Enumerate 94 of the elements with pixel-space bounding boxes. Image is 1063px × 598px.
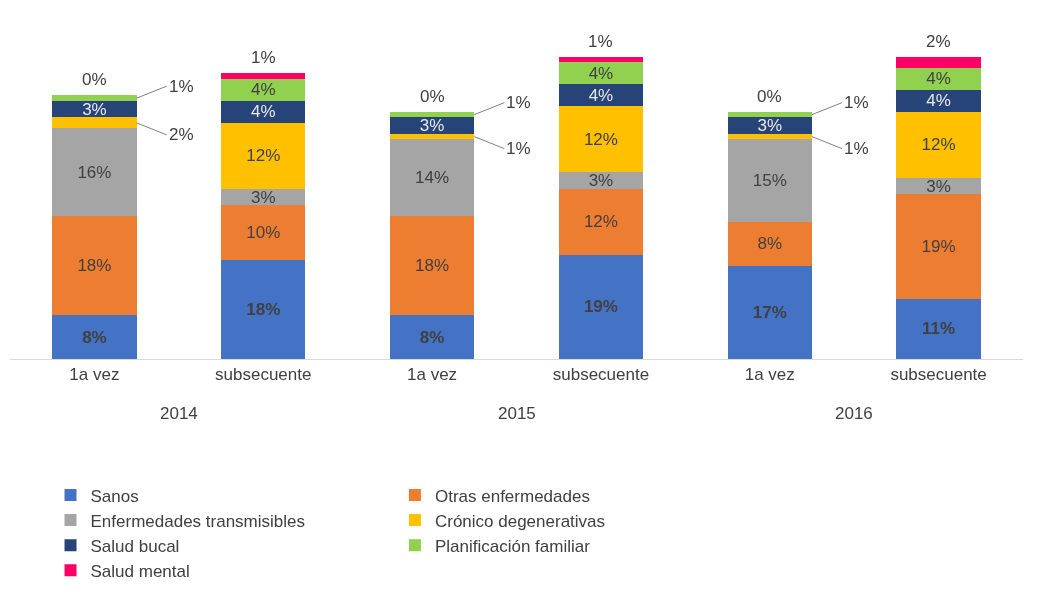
text: 2015 xyxy=(498,404,536,423)
data-label: 12% xyxy=(583,212,618,232)
data-label: 1% xyxy=(169,77,194,96)
bar xyxy=(727,117,812,134)
bar xyxy=(221,73,306,79)
data-label: 10% xyxy=(246,223,281,243)
data-label: 17% xyxy=(752,302,787,322)
bar xyxy=(727,265,812,359)
data-label: 8% xyxy=(82,327,107,347)
data-label: 4% xyxy=(250,102,276,122)
bar xyxy=(389,117,475,134)
data-label: 8% xyxy=(757,234,783,254)
bar xyxy=(558,84,644,107)
bar xyxy=(558,254,644,359)
data-label: 2% xyxy=(169,125,194,144)
data-label: 4% xyxy=(250,80,276,100)
data-label: 4% xyxy=(926,91,951,111)
x-tick-label: subsecuente xyxy=(215,365,312,385)
bar xyxy=(896,111,981,178)
bar xyxy=(727,139,812,222)
bar xyxy=(896,89,981,112)
bar xyxy=(727,133,812,140)
bar xyxy=(896,298,981,359)
bar xyxy=(558,57,644,63)
legend-label: Planificación familiar xyxy=(434,536,591,556)
bar xyxy=(558,188,644,255)
bar xyxy=(221,100,306,123)
legend-label: Salud mental xyxy=(90,561,190,581)
bar xyxy=(896,57,981,68)
data-label: 19% xyxy=(583,297,618,317)
data-label: 3% xyxy=(82,99,107,119)
legend-label: Enfermedades transmisibles xyxy=(90,511,305,531)
text: 2014 xyxy=(160,404,198,423)
data-label: 14% xyxy=(415,168,450,188)
bar xyxy=(52,128,137,217)
x-tick-label: 1a vez xyxy=(744,365,795,385)
data-label: 3% xyxy=(588,171,614,191)
x-tick-label: subsecuente xyxy=(890,365,987,385)
data-label: 1% xyxy=(506,139,531,158)
bar xyxy=(389,111,475,118)
legend-label: Sanos xyxy=(90,486,139,506)
bar xyxy=(52,216,137,316)
data-label: 1% xyxy=(844,139,869,158)
bar xyxy=(52,315,137,359)
data-label: 3% xyxy=(926,176,951,196)
bar xyxy=(896,67,981,90)
data-label: 0% xyxy=(82,70,107,89)
data-label: 11% xyxy=(922,319,956,339)
data-label: 3% xyxy=(757,116,783,136)
bar xyxy=(389,216,475,316)
data-label: 0% xyxy=(420,87,445,106)
data-label: 12% xyxy=(583,129,618,149)
x-tick-label: subsecuente xyxy=(552,365,650,385)
x-tick-label: 1a vez xyxy=(407,365,458,385)
bar xyxy=(52,95,137,101)
legend-label: Otras enfermedades xyxy=(434,486,590,506)
data-label: 1% xyxy=(844,93,869,112)
data-label: 0% xyxy=(757,87,782,106)
bar xyxy=(558,172,644,189)
data-label: 18% xyxy=(77,256,112,276)
bar xyxy=(558,62,644,85)
data-label: 4% xyxy=(926,69,951,89)
data-label: 18% xyxy=(415,256,450,276)
data-label: 16% xyxy=(77,162,112,182)
data-label: 12% xyxy=(246,146,281,166)
data-label: 19% xyxy=(921,236,956,256)
data-label: 8% xyxy=(419,327,445,347)
bar xyxy=(221,205,306,261)
bar xyxy=(221,260,306,359)
bar xyxy=(389,133,475,140)
bar xyxy=(221,78,306,101)
data-label: 3% xyxy=(250,187,276,207)
data-label: 4% xyxy=(588,63,614,83)
bar xyxy=(389,315,475,359)
data-label: 1% xyxy=(251,48,276,67)
data-label: 15% xyxy=(752,171,787,191)
data-label: 12% xyxy=(921,135,956,155)
data-label: 18% xyxy=(246,300,281,320)
bar xyxy=(389,139,475,217)
data-label: 2% xyxy=(926,32,951,51)
bar xyxy=(727,221,812,266)
data-label: 3% xyxy=(419,116,445,136)
data-label: 4% xyxy=(588,85,614,105)
bar xyxy=(558,106,644,173)
bar xyxy=(221,122,306,189)
legend-label: Crónico degenerativas xyxy=(434,511,606,531)
bar xyxy=(52,117,137,129)
data-label: 1% xyxy=(506,93,531,112)
data-label: 1% xyxy=(588,32,613,51)
bar xyxy=(727,111,812,118)
x-tick-label: 1a vez xyxy=(69,365,120,385)
text: 2016 xyxy=(835,404,873,423)
legend-label: Salud bucal xyxy=(90,536,180,556)
bar xyxy=(896,194,981,299)
